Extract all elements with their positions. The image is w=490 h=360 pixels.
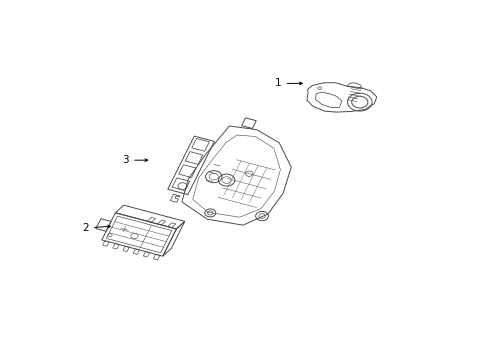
Text: 2: 2 [82,222,89,233]
Text: 1: 1 [275,78,281,89]
Text: 3: 3 [122,155,129,165]
